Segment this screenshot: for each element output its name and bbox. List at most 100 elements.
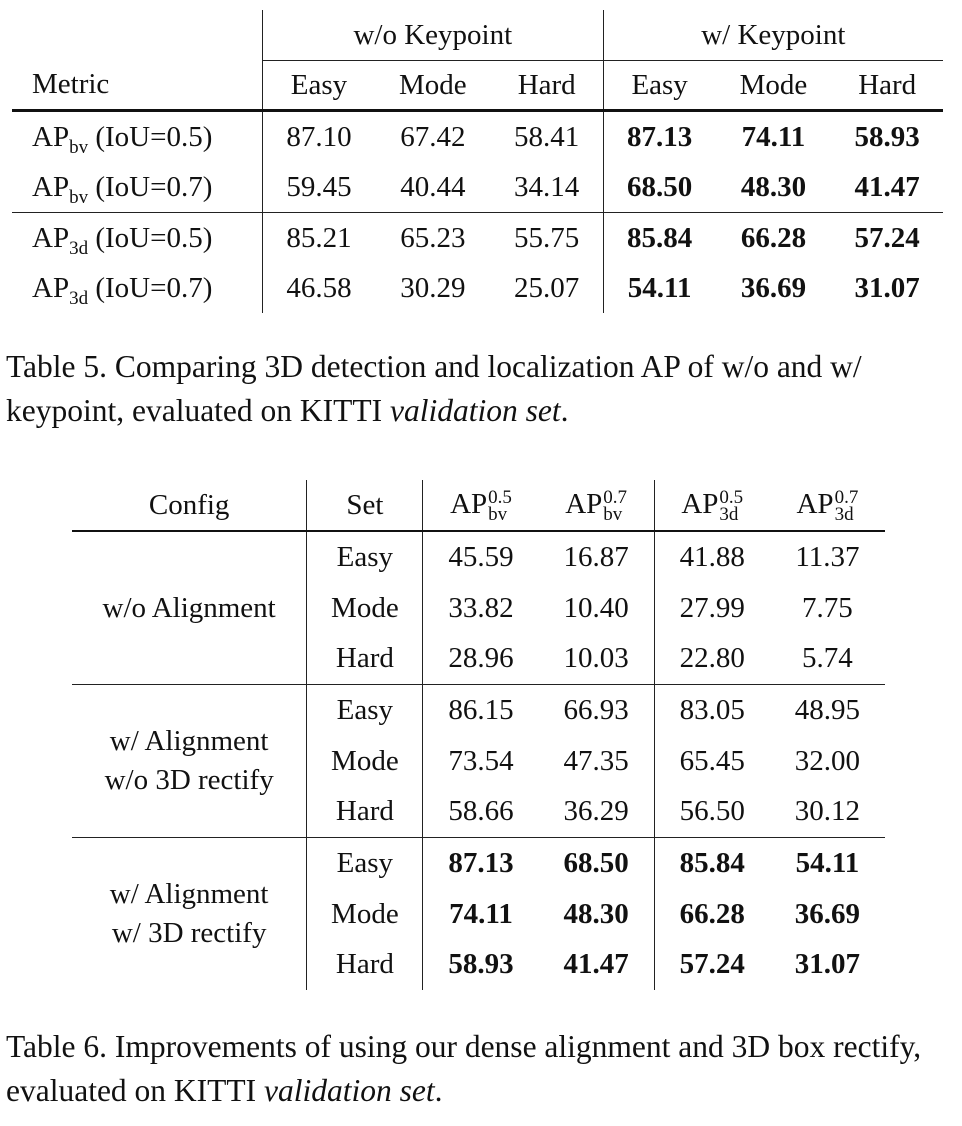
value-cell: 5.74 [769, 633, 885, 686]
value-cell: 48.95 [794, 693, 861, 726]
value-cell: 33.82 [422, 582, 539, 634]
ap-sub: 3d [834, 503, 854, 525]
value-cell: 66.28 [653, 888, 770, 940]
value-cell: 30.12 [769, 786, 885, 839]
value-cell: 48.30 [715, 162, 832, 213]
value-cell: 45.59 [422, 531, 539, 583]
value-cell: 31.07 [854, 271, 920, 304]
metric-subscript: 3d [69, 237, 89, 259]
set-cell: Easy [306, 684, 423, 736]
table-row: AP3d (IoU=0.5) 85.21 65.23 55.75 85.84 66.28 5… [12, 212, 943, 264]
value-cell: 73.54 [422, 735, 539, 787]
metric-iou: (IoU=0.5) [95, 221, 213, 254]
value-cell: 66.28 [740, 221, 807, 254]
value-cell: 22.80 [653, 633, 770, 686]
value-cell: 57.24 [854, 221, 920, 254]
value-cell: 40.44 [374, 162, 491, 213]
value-cell: 27.99 [653, 582, 770, 634]
value-cell: 54.11 [795, 846, 860, 879]
config-line: w/ Alignment [109, 725, 269, 758]
table-6-body: w/o Alignment Easy 45.59 16.87 41.88 11.37 Mod… [72, 531, 885, 991]
set-cell: Mode [306, 888, 423, 940]
table-6-caption: Table 6. Improvements of using our dense… [6, 1025, 956, 1113]
ap-label: AP [450, 487, 488, 520]
table-5-column-header-row: Metric Easy Mode Hard Easy Mode Hard [12, 60, 943, 112]
value-cell: 28.96 [422, 633, 539, 686]
config-cell: w/o Alignment [72, 531, 307, 686]
value-cell: 58.93 [422, 939, 539, 991]
value-cell: 25.07 [514, 271, 580, 304]
caption-italic: validation set [390, 393, 561, 428]
metric-cell: APbv (IoU=0.5) [12, 111, 263, 163]
value-cell: 11.37 [795, 540, 860, 573]
value-cell: 10.03 [538, 633, 655, 686]
column-header: Hard [831, 60, 943, 112]
metric-header: Metric [12, 60, 263, 112]
ap-sub: 3d [719, 503, 739, 525]
value-cell: 7.75 [802, 591, 853, 624]
column-header: Mode [374, 60, 491, 112]
value-cell: 83.05 [653, 684, 770, 736]
value-cell: 58.66 [422, 786, 539, 839]
metric-subscript: bv [69, 136, 89, 158]
value-cell: 58.93 [854, 120, 920, 153]
value-cell: 41.47 [831, 162, 943, 213]
caption-text: Table 6. Improvements of using our dense… [6, 1029, 922, 1108]
ap-sub: bv [603, 503, 623, 525]
ap-header-cell: AP 0.7 3d [769, 480, 885, 532]
config-header: Config [72, 480, 307, 532]
ap-header-cell: AP 0.7 bv [538, 480, 655, 532]
value-cell: 74.11 [741, 120, 806, 153]
metric-ap: AP [32, 271, 70, 304]
caption-end: . [560, 393, 569, 428]
value-cell: 65.23 [400, 221, 466, 254]
value-cell: 87.13 [602, 110, 716, 162]
ap-sub: bv [488, 503, 508, 525]
set-cell: Mode [306, 582, 423, 634]
value-cell: 65.45 [653, 735, 770, 787]
ap-sup: 0.5 [488, 486, 512, 508]
table-row: AP3d (IoU=0.7) 46.58 30.29 25.07 54.11 36.69 3… [12, 263, 943, 313]
table-row: APbv (IoU=0.7) 59.45 40.44 34.14 68.50 48.30 4… [12, 162, 943, 213]
table-row: w/ Alignment w/o 3D rectify Easy 86.15 66.93… [72, 684, 885, 839]
value-cell: 46.58 [261, 263, 375, 313]
metric-cell: AP3d (IoU=0.7) [12, 263, 263, 313]
value-cell: 36.69 [794, 897, 861, 930]
value-cell: 41.47 [563, 948, 629, 981]
table-row: Hard 58.93 41.47 57.24 31.07 [72, 939, 885, 991]
set-cell: Easy [306, 837, 423, 889]
metric-iou: (IoU=0.5) [95, 120, 213, 153]
ap-header-cell: AP 0.5 3d [653, 480, 770, 532]
metric-cell: AP3d (IoU=0.5) [12, 213, 263, 264]
config-cell: w/ Alignment w/ 3D rectify [72, 838, 307, 991]
config-line: w/o Alignment [102, 591, 276, 624]
set-cell: Hard [306, 633, 423, 686]
value-cell: 34.14 [490, 162, 604, 213]
value-cell: 47.35 [563, 744, 629, 777]
value-cell: 85.84 [602, 212, 716, 263]
table-row: Hard 58.66 36.29 56.50 30.12 [72, 786, 885, 839]
set-cell: Hard [306, 939, 423, 991]
metric-subscript: 3d [69, 287, 89, 309]
value-cell: 74.11 [422, 888, 539, 940]
metric-subscript: bv [69, 186, 89, 208]
value-cell: 85.84 [653, 837, 770, 889]
ap-header-cell: AP 0.5 bv [422, 480, 539, 532]
value-cell: 67.42 [400, 120, 466, 153]
table-row: Mode 73.54 47.35 65.45 32.00 [72, 735, 885, 787]
column-header: Easy [602, 60, 716, 112]
table-row: Mode 33.82 10.40 27.99 7.75 [72, 582, 885, 634]
config-line: w/ Alignment [109, 878, 269, 911]
value-cell: 48.30 [563, 897, 629, 930]
table-5-body: APbv (IoU=0.5) 87.10 67.42 58.41 87.13 74.11 5… [12, 110, 943, 313]
value-cell: 68.50 [602, 162, 716, 213]
metric-iou: (IoU=0.7) [95, 271, 213, 304]
table-row: Hard 28.96 10.03 22.80 5.74 [72, 633, 885, 686]
ap-label: AP [796, 487, 834, 520]
value-cell: 54.11 [602, 263, 716, 313]
value-cell: 86.15 [422, 684, 539, 736]
value-cell: 36.69 [740, 271, 807, 304]
table-row: w/o Alignment Easy 45.59 16.87 41.88 11.37 [72, 531, 885, 686]
value-cell: 68.50 [563, 846, 629, 879]
metric-ap: AP [32, 120, 70, 153]
